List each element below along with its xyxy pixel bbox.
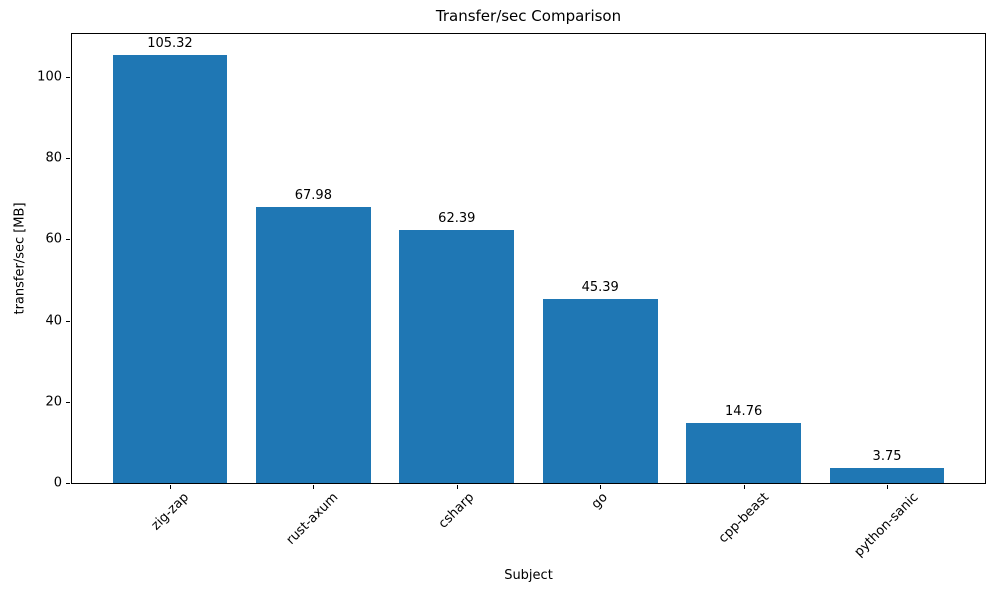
- y-tick-label: 0: [53, 475, 62, 491]
- y-tick-mark: [66, 401, 70, 403]
- x-tick-label-csharp: csharp: [435, 490, 478, 532]
- bar-value-label: 45.39: [581, 279, 619, 295]
- x-tick-mark: [456, 485, 458, 489]
- y-tick-label: 80: [45, 150, 62, 166]
- x-tick-mark: [169, 485, 171, 489]
- x-tick-mark: [600, 485, 602, 489]
- y-tick-label: 20: [45, 394, 62, 410]
- y-tick-mark: [66, 320, 70, 322]
- bar-value-label: 67.98: [294, 187, 332, 203]
- x-tick-label-rust-axum: rust-axum: [283, 490, 342, 548]
- bar-value-label: 14.76: [725, 404, 763, 420]
- y-tick-mark: [66, 239, 70, 241]
- bar-value-label: 105.32: [147, 36, 193, 52]
- chart-title: Transfer/sec Comparison: [435, 7, 622, 25]
- x-tick-mark: [313, 485, 315, 489]
- x-axis-label: Subject: [504, 568, 553, 583]
- bar-zig-zap: [112, 55, 228, 483]
- y-tick-label: 40: [45, 313, 62, 329]
- bar-go: [542, 298, 658, 483]
- bar-rust-axum: [256, 206, 371, 483]
- bar-value-label: 62.39: [438, 210, 476, 226]
- bar-cpp-beast: [686, 423, 801, 483]
- x-tick-mark: [743, 485, 745, 489]
- y-tick-mark: [66, 76, 70, 78]
- y-tick-mark: [66, 158, 70, 160]
- bar-value-label: 3.75: [872, 448, 902, 464]
- y-axis-label-wrap: transfer/sec [MB]: [12, 33, 28, 484]
- x-tick-label-go: go: [588, 490, 612, 513]
- x-tick-label-zig-zap: zig-zap: [148, 490, 192, 534]
- x-tick-label-cpp-beast: cpp-beast: [715, 490, 772, 547]
- bar-csharp: [399, 229, 515, 483]
- y-tick-label: 60: [45, 231, 62, 247]
- x-tick-label-python-sanic: python-sanic: [851, 490, 922, 560]
- y-tick-mark: [66, 483, 70, 484]
- x-tick-mark: [887, 485, 889, 489]
- bar-python-sanic: [829, 467, 945, 483]
- y-axis-label: transfer/sec [MB]: [12, 202, 28, 315]
- y-tick-label: 100: [37, 69, 62, 85]
